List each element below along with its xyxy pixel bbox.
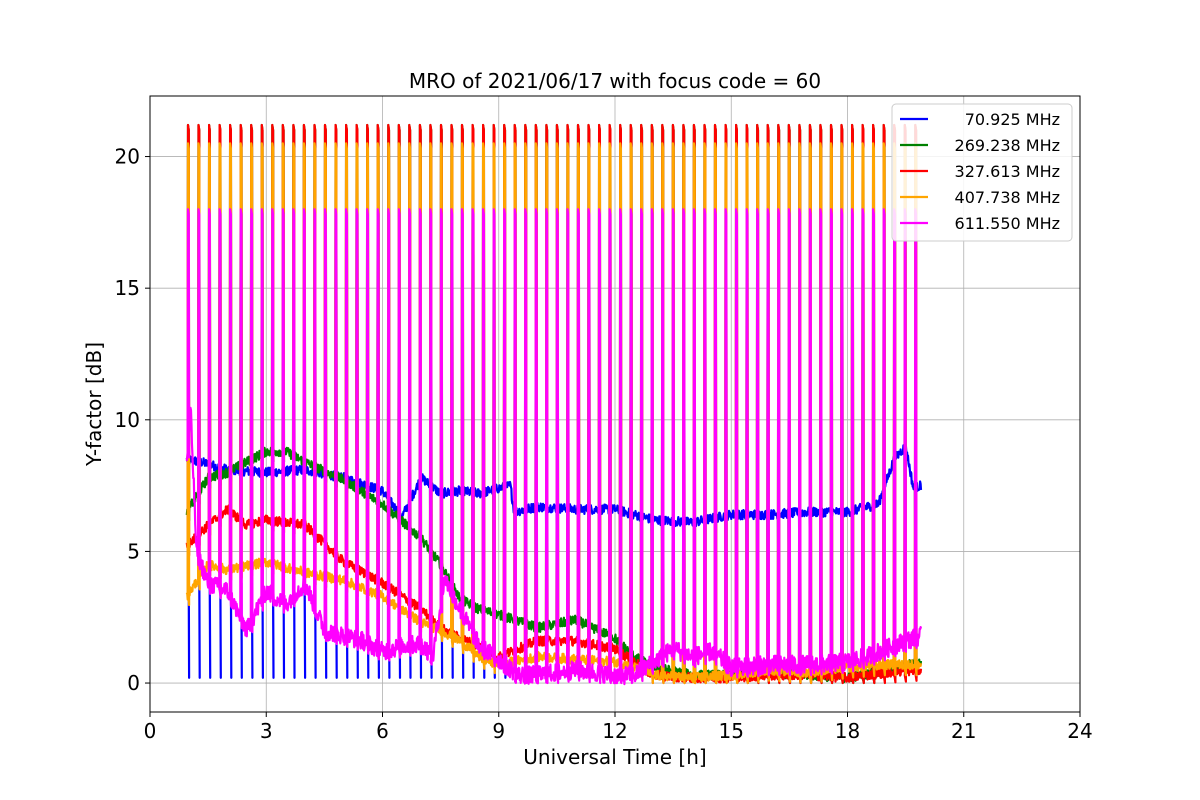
y-tick-label: 0 xyxy=(127,671,140,695)
x-tick-label: 15 xyxy=(719,719,744,743)
legend-label: 327.613 MHz xyxy=(955,162,1060,181)
x-tick-label: 9 xyxy=(492,719,505,743)
legend: 70.925 MHz 269.238 MHz 327.613 MHz 407.738 … xyxy=(891,103,1073,242)
series-line-407-738-mhz xyxy=(185,142,923,685)
x-axis-label: Universal Time [h] xyxy=(523,745,706,769)
x-tick-label: 21 xyxy=(951,719,976,743)
series-line-611-550-mhz xyxy=(185,208,923,686)
y-axis-label: Y-factor [dB] xyxy=(82,342,106,467)
x-tick-label: 6 xyxy=(376,719,389,743)
legend-label: 611.550 MHz xyxy=(955,214,1060,233)
x-tick-label: 18 xyxy=(835,719,860,743)
legend-label: 70.925 MHz xyxy=(965,110,1060,129)
y-tick-label: 5 xyxy=(127,539,140,563)
x-tick-label: 12 xyxy=(602,719,627,743)
y-tick-label: 15 xyxy=(115,276,140,300)
series-layer xyxy=(185,123,923,686)
ticks: 0 3 6 9 12 15 18 21 24 0 5 10 15 20 xyxy=(115,145,1093,743)
x-tick-label: 3 xyxy=(260,719,273,743)
legend-box xyxy=(891,103,1073,242)
legend-label: 269.238 MHz xyxy=(955,136,1060,155)
x-tick-label: 0 xyxy=(144,719,157,743)
y-tick-label: 20 xyxy=(115,145,140,169)
x-tick-label: 24 xyxy=(1067,719,1092,743)
legend-label: 407.738 MHz xyxy=(955,188,1060,207)
y-tick-label: 10 xyxy=(115,408,140,432)
chart-title: MRO of 2021/06/17 with focus code = 60 xyxy=(409,69,821,93)
